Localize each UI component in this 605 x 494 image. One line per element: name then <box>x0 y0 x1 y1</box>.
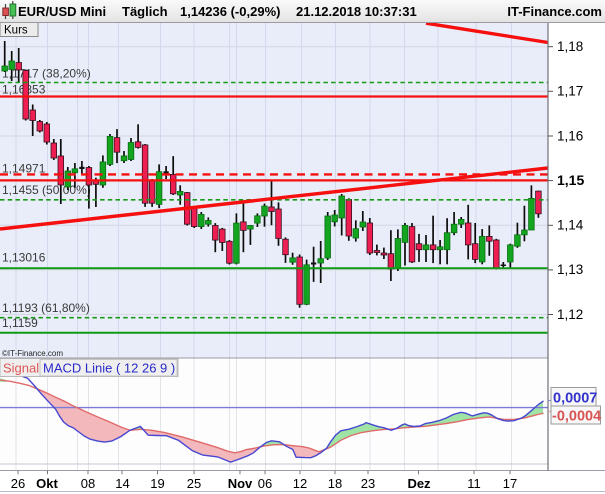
svg-text:1,13: 1,13 <box>557 262 583 277</box>
svg-text:25: 25 <box>187 476 201 491</box>
svg-text:1,17: 1,17 <box>557 84 583 99</box>
svg-text:1,13016: 1,13016 <box>2 251 46 265</box>
svg-text:1,1455 (50,00%): 1,1455 (50,00%) <box>2 183 91 197</box>
svg-text:Dez: Dez <box>407 476 431 491</box>
svg-text:18: 18 <box>328 476 342 491</box>
svg-text:Signal: Signal <box>3 361 39 376</box>
svg-text:1,14971: 1,14971 <box>2 162 46 176</box>
svg-text:17: 17 <box>503 476 517 491</box>
svg-text:11: 11 <box>467 476 481 491</box>
svg-text:Okt: Okt <box>36 476 58 491</box>
svg-text:1,16: 1,16 <box>557 128 583 143</box>
svg-text:1,15: 1,15 <box>557 172 584 188</box>
svg-text:26: 26 <box>11 476 25 491</box>
svg-text:MACD Linie ( 12 26 9 ): MACD Linie ( 12 26 9 ) <box>43 361 175 376</box>
svg-text:14: 14 <box>115 476 129 491</box>
svg-text:1,1159: 1,1159 <box>2 316 38 330</box>
svg-text:0,0007: 0,0007 <box>553 391 597 407</box>
svg-text:1,14: 1,14 <box>557 218 584 233</box>
svg-text:19: 19 <box>150 476 164 491</box>
svg-text:1,12: 1,12 <box>557 307 583 322</box>
svg-text:06: 06 <box>258 476 272 491</box>
svg-text:Kurs: Kurs <box>4 25 28 37</box>
svg-text:1,1193 (61,80%): 1,1193 (61,80%) <box>2 301 90 315</box>
svg-text:1,1717 (38,20%): 1,1717 (38,20%) <box>2 67 91 81</box>
svg-text:12: 12 <box>293 476 307 491</box>
svg-text:08: 08 <box>81 476 95 491</box>
svg-text:-0,0004: -0,0004 <box>552 409 601 425</box>
svg-text:1,18: 1,18 <box>557 39 583 54</box>
svg-text:23: 23 <box>361 476 375 491</box>
svg-text:Nov: Nov <box>228 476 253 491</box>
svg-text:©IT-Finance.com: ©IT-Finance.com <box>2 349 63 358</box>
